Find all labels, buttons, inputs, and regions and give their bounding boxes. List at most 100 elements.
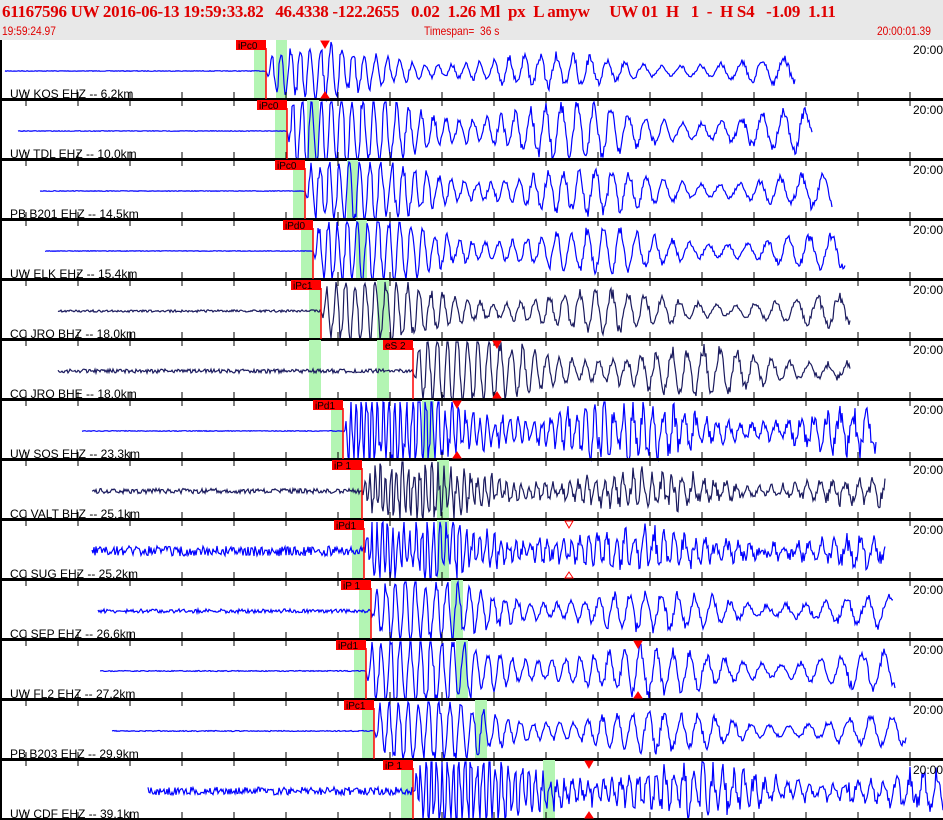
time-tag: 20:00 [913,643,943,657]
pick-label: eS 2 [385,341,406,352]
pick-label: iP 1 [334,461,351,472]
pick-flag [257,100,287,110]
pick-flag [275,160,305,170]
pick-flag [283,220,313,230]
s-window [347,160,358,220]
trace-separator [0,158,943,161]
waveform [99,639,896,702]
pick-flag [332,460,362,470]
trace-separator [0,698,943,701]
pick-label: iPc1 [346,701,366,712]
trace-separator [0,218,943,221]
s-marker-icon [320,91,330,99]
time-tag: 20:00 [913,583,943,597]
station-label: UW SOS EHZ -- 23.3km [10,447,140,461]
pick-flag [383,340,413,350]
waveform [57,281,851,341]
p-window [254,40,266,100]
s-marker-icon [320,40,330,50]
station-label: CC VALT BHZ -- 25.1km [10,507,140,521]
waveform [39,160,833,223]
s-marker-icon [633,691,643,699]
trace: iPd1 UW FL2 EHZ -- 27.2km 20:00 [0,639,943,706]
waveform [91,461,886,521]
trace-separator [0,758,943,761]
pick-label: iPd1 [315,401,335,412]
trace: iPd0 UW ELK EHZ -- 15.4km 20:00 [0,220,943,286]
pick-label: iPd1 [336,521,356,532]
trace-separator [0,638,943,641]
p-window [359,580,371,640]
time-tag: 20:00 [913,103,943,117]
trace-separator [0,578,943,581]
trace: iPc0 PB B201 EHZ -- 14.5km 20:00 [0,160,943,226]
p-window [362,700,374,760]
pick-flag [336,640,366,650]
s-marker-icon [452,400,462,410]
trace: iPd1 UW SOS EHZ -- 23.3km 20:00 [0,400,943,466]
trace: iPc0 UW KOS EHZ -- 6.2km 20:00 [0,40,943,106]
pick-flag [291,280,321,290]
s-marker-icon [564,571,574,579]
timespan: Timespan= 36 s [424,24,500,38]
pick-flag [334,520,364,530]
station-label: UW ELK EHZ -- 15.4km [10,267,137,281]
p-window [275,100,287,160]
time-tag: 20:00 [913,223,943,237]
p-window [309,340,321,400]
waveform [147,761,943,820]
p-window [350,460,362,520]
trace-separator [0,338,943,341]
trace: iP 1 CC VALT BHZ -- 25.1km 20:00 [0,460,943,526]
s-marker-icon [492,391,502,399]
s-marker-icon [492,340,502,350]
s-window [356,220,367,280]
p-window [354,640,366,700]
p-window [301,220,313,280]
trace-separator [0,98,943,101]
pick-flag [341,580,371,590]
event-summary: 61167596 UW 2016-06-13 19:59:33.82 46.43… [2,2,836,21]
time-tag: 20:00 [913,283,943,297]
s-marker-icon [633,640,643,650]
start-time: 19:59:24.97 [2,24,56,38]
trace: iPc1 CC JRO BHZ -- 18.0km 20:00 [0,280,943,346]
trace-separator [0,458,943,461]
waveform [111,699,907,761]
trace: eS 2 CC JRO BHE -- 18.0km 20:00 [0,340,943,406]
s-marker-icon [564,520,574,530]
pick-flag [236,40,266,50]
s-window [456,640,468,700]
trace-separator [0,518,943,521]
station-label: UW CDF EHZ -- 39.1km [10,807,139,820]
time-tag: 20:00 [913,343,943,357]
station-label: CC JRO BHE -- 18.0km [10,387,137,401]
pick-label: iPc0 [277,161,297,172]
station-label: UW KOS EHZ -- 6.2km [10,87,133,101]
trace-separator [0,818,943,820]
waveform [81,401,877,462]
waveform [44,220,846,282]
waveform [97,579,893,642]
trace: iPc1 PB B203 EHZ -- 29.9km 20:00 [0,699,943,766]
pick-label: iPc0 [259,101,279,112]
trace: iPc0 UW TDL EHZ -- 10.0km 20:00 [0,99,943,166]
trace: iP 1 UW CDF EHZ -- 39.1km 20:00 [0,760,943,820]
pick-label: iPc0 [238,41,258,52]
pick-label: iPc1 [293,281,313,292]
p-window [331,400,343,460]
station-label: CC JRO BHZ -- 18.0km [10,327,136,341]
p-window [293,160,305,220]
p-window [309,280,321,340]
pick-flag [383,760,413,770]
time-tag: 20:00 [913,463,943,477]
station-label: PB B201 EHZ -- 14.5km [10,207,139,221]
seismogram-panel: iPc0 UW KOS EHZ -- 6.2km 20:00 iPc0 UW TDL E… [0,40,943,820]
trace: iPd1 CC SUG EHZ -- 25.2km 20:00 [0,520,943,586]
trace-separator [0,398,943,401]
station-label: CC SEP EHZ -- 26.6km [10,627,136,641]
pick-flag [313,400,343,410]
p-window [352,520,364,580]
time-tag: 20:00 [913,763,943,777]
s-marker-icon [584,811,594,819]
